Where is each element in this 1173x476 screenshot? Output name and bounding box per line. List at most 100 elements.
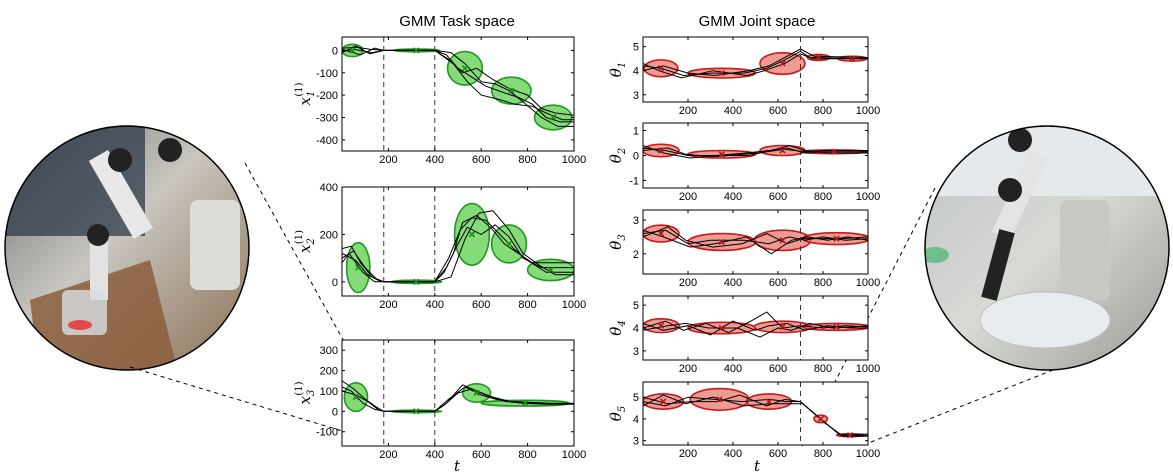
y-tick-label: 200	[320, 229, 338, 241]
gmm-center-marker	[413, 47, 420, 54]
gmm-center-marker	[833, 235, 840, 242]
demonstration-trajectory	[643, 394, 868, 435]
plot-frame	[341, 36, 575, 152]
gmm-center-marker	[349, 47, 356, 54]
y-axis-label-subscript: 1	[306, 91, 317, 97]
x-tick-label: 600	[769, 448, 787, 460]
gmm-center-marker	[352, 393, 360, 401]
demonstration-trajectory	[643, 229, 868, 255]
gmm-center-marker	[779, 60, 786, 67]
plot-area	[643, 48, 868, 79]
x-tick-label: 400	[724, 105, 742, 117]
y-axis-label: θ3	[607, 234, 628, 249]
y-axis-label-main: θ	[607, 68, 625, 77]
gmm-center-marker	[779, 147, 786, 154]
y-tick-label: 3	[633, 346, 639, 358]
chart-joint-theta1: 200 400 600 800 1000 3 4 5 θ1	[607, 36, 880, 117]
x-tick-label: 1000	[562, 154, 586, 166]
y-tick-label: -100	[316, 68, 338, 80]
y-tick-label: -1	[629, 176, 639, 188]
y-tick-label: 4	[633, 323, 639, 335]
y-axis-label: θ4	[607, 320, 628, 335]
gmm-center-marker	[549, 114, 557, 121]
chart-task-x3: 200 400 600 800 1000 -100 0 100 200 300 x3(1)	[294, 339, 586, 461]
chart-task-x1: 200 400 600 800 1000 -400 -300 -200 -100 0 x1(1)	[294, 36, 586, 166]
y-tick-label: 5	[633, 300, 639, 312]
x-tick-label: 400	[426, 449, 444, 461]
gmm-center-marker	[833, 323, 840, 331]
gmm-center-marker	[765, 398, 773, 405]
gmm-center-marker	[657, 147, 665, 154]
x-tick-label: 1000	[856, 105, 880, 117]
gmm-center-marker	[413, 278, 420, 285]
y-tick-label: 4	[633, 66, 639, 78]
gmm-center-marker	[473, 389, 480, 397]
x-tick-label: 200	[679, 191, 697, 203]
y-axis-label-subscript: 2	[617, 148, 628, 155]
plot-area	[643, 143, 868, 159]
x-tick-label: 600	[472, 449, 490, 461]
y-tick-label: -400	[316, 135, 338, 147]
demonstration-trajectory	[342, 224, 574, 283]
x-tick-label: 800	[814, 105, 832, 117]
plot-frame	[642, 36, 869, 103]
x-tick-label: 600	[472, 299, 490, 311]
x-tick-label: 200	[379, 449, 397, 461]
gmm-center-marker	[660, 398, 667, 405]
demonstration-trajectory	[342, 46, 574, 123]
gmm-center-marker	[657, 65, 665, 72]
y-axis-label-main: x	[296, 97, 314, 106]
plot-frame	[642, 209, 869, 275]
x-tick-label: 1000	[856, 277, 880, 289]
plot-area	[643, 387, 868, 439]
x-tick-label: 200	[679, 105, 697, 117]
y-tick-label: 3	[633, 436, 639, 448]
x-tick-label: 400	[426, 154, 444, 166]
right-connector-lower	[865, 369, 1054, 445]
x-tick-label: 1000	[562, 299, 586, 311]
y-axis-label-subscript: 1	[617, 62, 628, 68]
y-tick-label: 0	[332, 406, 338, 418]
x-tick-label: 800	[814, 191, 832, 203]
x-tick-label: 600	[769, 363, 787, 375]
x-tick-label: 400	[426, 299, 444, 311]
x-tick-label: 200	[379, 154, 397, 166]
x-tick-label: 400	[724, 363, 742, 375]
plot-background	[643, 382, 868, 445]
gmm-center-marker	[718, 69, 725, 77]
y-tick-label: -100	[316, 427, 338, 439]
y-axis-label: θ5	[607, 406, 628, 421]
gmm-center-marker	[468, 231, 476, 238]
left-robot-photo	[4, 125, 250, 371]
x-tick-label: 600	[769, 105, 787, 117]
y-axis-label-superscript: (1)	[294, 381, 305, 395]
joint-space-title: GMM Joint space	[699, 13, 816, 30]
y-tick-label: 5	[633, 42, 639, 54]
gmm-center-marker	[718, 151, 725, 158]
x-tick-label: 800	[518, 154, 536, 166]
y-axis-label-main: θ	[607, 154, 625, 163]
y-axis-label: θ1	[607, 62, 628, 77]
x-tick-label: 200	[679, 277, 697, 289]
gmm-center-marker	[846, 432, 854, 439]
x-tick-label: 400	[724, 448, 742, 460]
y-tick-label: 0	[332, 45, 338, 57]
zoom-connector-lines	[129, 162, 1054, 447]
x-tick-label: 800	[814, 277, 832, 289]
y-tick-label: 0	[332, 277, 338, 289]
y-axis-label-subscript: 3	[617, 234, 628, 240]
y-axis-label-subscript: 5	[617, 406, 628, 412]
gmm-center-marker	[657, 322, 665, 329]
x-tick-label: 1000	[856, 363, 880, 375]
demonstration-trajectory	[342, 388, 574, 412]
y-tick-label: 100	[320, 386, 338, 398]
x-tick-label: 200	[379, 299, 397, 311]
x-tick-label: 1000	[856, 191, 880, 203]
gmm-center-marker	[461, 65, 469, 72]
demonstration-trajectory	[342, 47, 574, 121]
demonstration-trajectory	[342, 45, 574, 116]
gmm-center-marker	[815, 54, 822, 61]
y-axis-label: x3(1)	[294, 381, 317, 404]
demonstration-trajectory	[342, 48, 574, 127]
